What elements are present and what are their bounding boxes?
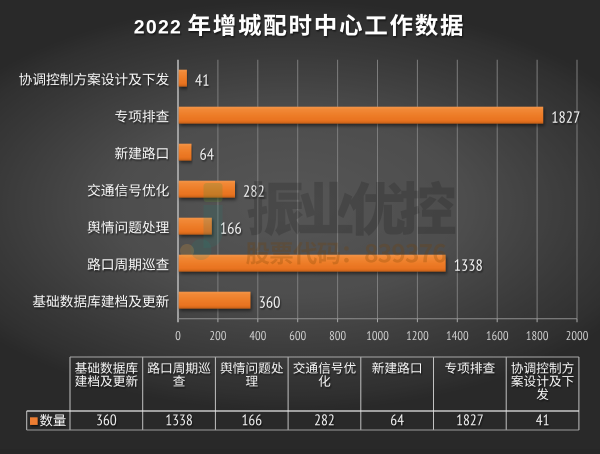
svg-text:2022: 2022 [134,17,182,39]
